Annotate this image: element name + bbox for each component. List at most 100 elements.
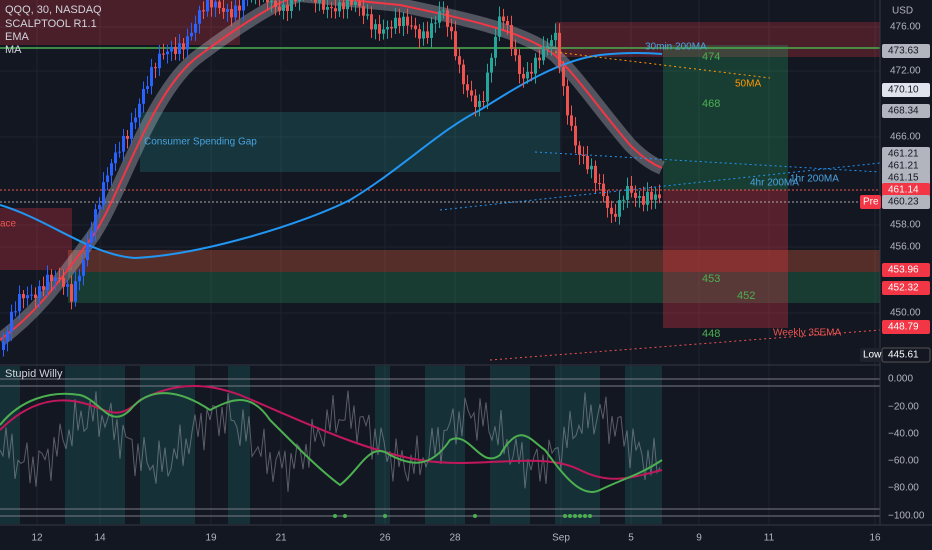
candle-body bbox=[194, 23, 197, 33]
annotation: Consumer Spending Gap bbox=[144, 137, 257, 148]
candle-body bbox=[514, 49, 517, 56]
price-tag-label: 461.14 bbox=[888, 185, 919, 196]
candle-body bbox=[118, 151, 121, 153]
candle-body bbox=[562, 67, 565, 87]
candle-body bbox=[234, 5, 237, 18]
price-tag-note-label: Low bbox=[863, 350, 882, 361]
candle-body bbox=[450, 26, 453, 32]
candle-body bbox=[434, 22, 437, 24]
candle-body bbox=[70, 284, 73, 302]
candle-body bbox=[210, 0, 213, 8]
candle-body bbox=[406, 16, 409, 26]
signal-dot bbox=[473, 514, 477, 518]
price-tag bbox=[882, 281, 930, 295]
candle-body bbox=[282, 4, 285, 11]
candle-body bbox=[422, 31, 425, 39]
oscillator-band bbox=[65, 366, 125, 524]
price-tag-note bbox=[860, 195, 881, 209]
candle-body bbox=[446, 10, 449, 27]
oscillator-band bbox=[0, 366, 20, 524]
candle-body bbox=[414, 25, 417, 30]
candle-body bbox=[286, 4, 289, 12]
candle-body bbox=[366, 14, 369, 16]
time-label: 14 bbox=[94, 533, 106, 544]
trend-line bbox=[489, 329, 881, 361]
candle-body bbox=[486, 72, 489, 102]
oscillator-fast bbox=[0, 392, 663, 493]
candle-body bbox=[162, 53, 165, 55]
demand-zone bbox=[68, 250, 880, 272]
candle-body bbox=[590, 165, 593, 170]
oscillator-band bbox=[490, 366, 530, 524]
price-tag-label: 461.21 bbox=[888, 149, 919, 160]
candle-body bbox=[322, 0, 325, 10]
signal-dot bbox=[343, 514, 347, 518]
price-label: 450.00 bbox=[890, 308, 921, 319]
candle-body bbox=[658, 194, 661, 199]
annotation: 4hr 200MA bbox=[750, 178, 799, 189]
candle-body bbox=[134, 117, 137, 123]
price-label: 476.00 bbox=[890, 22, 921, 33]
candle-body bbox=[78, 275, 81, 282]
annotation: 1hr 200MA bbox=[790, 174, 839, 185]
signal-dot bbox=[588, 514, 592, 518]
candle-body bbox=[206, 0, 209, 12]
price-tag-label: 453.96 bbox=[888, 265, 919, 276]
candle-body bbox=[578, 145, 581, 155]
candle-body bbox=[326, 6, 329, 10]
supply-zone bbox=[555, 22, 880, 57]
candle-body bbox=[106, 175, 109, 183]
candle-body bbox=[218, 1, 221, 9]
price-label: 472.00 bbox=[890, 66, 921, 77]
candle-body bbox=[390, 26, 393, 29]
candle-body bbox=[358, 1, 361, 7]
candle-body bbox=[426, 31, 429, 38]
grid bbox=[0, 0, 880, 525]
time-label: 26 bbox=[379, 533, 391, 544]
candle-body bbox=[534, 57, 537, 74]
candle-body bbox=[6, 331, 9, 342]
candle-body bbox=[14, 311, 17, 313]
candle-body bbox=[334, 8, 337, 12]
candle-body bbox=[182, 43, 185, 50]
price-tag-note bbox=[860, 348, 881, 362]
price-tag bbox=[882, 147, 930, 161]
signal-dot bbox=[383, 514, 387, 518]
candle-body bbox=[274, 0, 277, 7]
candle-body bbox=[546, 45, 549, 47]
time-label: 11 bbox=[764, 533, 775, 544]
indicator-label[interactable]: MA bbox=[5, 44, 22, 56]
time-label: 16 bbox=[869, 533, 881, 544]
candle-body bbox=[634, 192, 637, 198]
candle-body bbox=[86, 242, 89, 261]
oscillator-label: −40.00 bbox=[888, 429, 919, 440]
price-tag bbox=[882, 83, 930, 97]
target-label: 453 bbox=[702, 273, 720, 285]
candle-body bbox=[90, 231, 93, 243]
currency[interactable]: USD bbox=[892, 6, 913, 17]
candle-body bbox=[606, 196, 609, 208]
price-tag bbox=[882, 159, 930, 173]
price-tag-label: 460.23 bbox=[888, 197, 919, 208]
signal-dot bbox=[568, 514, 572, 518]
currency-box[interactable] bbox=[883, 2, 913, 20]
candle-body bbox=[186, 36, 189, 50]
candle-body bbox=[382, 29, 385, 34]
candle-body bbox=[178, 43, 181, 55]
candle-body bbox=[442, 10, 445, 12]
candle-body bbox=[498, 16, 501, 37]
candle-body bbox=[646, 191, 649, 205]
target-label: 474 bbox=[702, 51, 720, 63]
candle-body bbox=[374, 24, 377, 30]
signal-dot bbox=[573, 514, 577, 518]
candle-body bbox=[618, 200, 621, 217]
candle-body bbox=[102, 182, 105, 205]
signal-dot bbox=[563, 514, 567, 518]
candle-body bbox=[62, 277, 65, 287]
candle-body bbox=[22, 294, 25, 299]
candle-body bbox=[438, 11, 441, 23]
candle-body bbox=[202, 10, 205, 12]
indicator-label[interactable]: EMA bbox=[5, 31, 30, 43]
indicator-label[interactable]: SCALPTOOL R1.1 bbox=[5, 18, 97, 30]
